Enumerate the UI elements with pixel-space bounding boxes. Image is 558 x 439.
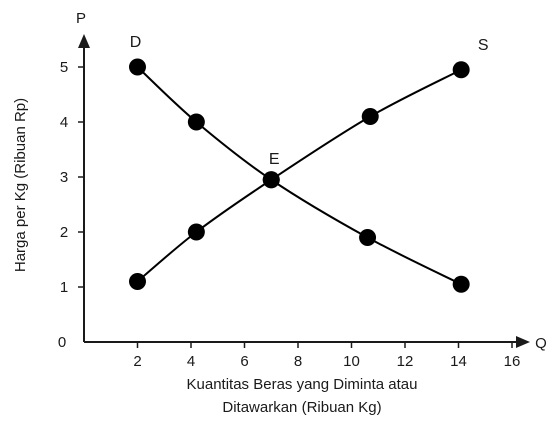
x-tick-label: 8 <box>294 353 302 370</box>
x-axis-label-line1: Kuantitas Beras yang Diminta atau <box>187 376 418 393</box>
y-tick-label: 5 <box>60 59 68 76</box>
x-tick-label: 6 <box>240 353 248 370</box>
data-point-s <box>262 171 280 189</box>
y-axis-arrow-icon <box>78 34 90 48</box>
y-tick-label: 4 <box>60 114 68 131</box>
curve-label-s: S <box>478 37 489 54</box>
data-point-s <box>361 108 379 125</box>
x-axis-arrow-icon <box>516 336 530 348</box>
point-group <box>129 58 470 293</box>
x-tick-label: 2 <box>133 353 141 370</box>
data-point-d <box>187 113 205 131</box>
x-axis-label-line2: Ditawarkan (Ribuan Kg) <box>222 399 381 416</box>
y-axis-label: Harga per Kg (Ribuan Rp) <box>12 98 29 272</box>
x-tick-label: 14 <box>450 353 467 370</box>
data-point-s <box>129 273 146 290</box>
curve-s <box>136 68 462 283</box>
x-axis-letter: Q <box>535 335 547 352</box>
x-tick-label: 4 <box>187 353 195 370</box>
curve-group <box>136 66 462 286</box>
curve-d <box>136 66 462 286</box>
equilibrium-label: E <box>269 151 280 168</box>
y-axis-letter: P <box>76 10 86 27</box>
origin-label: 0 <box>58 334 66 351</box>
data-point-d <box>359 229 377 246</box>
y-tick-label: 3 <box>60 169 68 186</box>
data-point-d <box>129 58 146 76</box>
y-tick-label: 1 <box>60 279 68 296</box>
curve-label-d: D <box>130 34 142 51</box>
data-point-d <box>452 275 470 293</box>
y-tick-label: 2 <box>60 224 68 241</box>
x-tick-label: 10 <box>343 353 360 370</box>
label-group: D S E <box>130 34 489 168</box>
data-point-s <box>452 61 470 79</box>
x-tick-label: 12 <box>397 353 414 370</box>
data-point-s <box>187 223 205 241</box>
x-tick-label: 16 <box>504 353 521 370</box>
